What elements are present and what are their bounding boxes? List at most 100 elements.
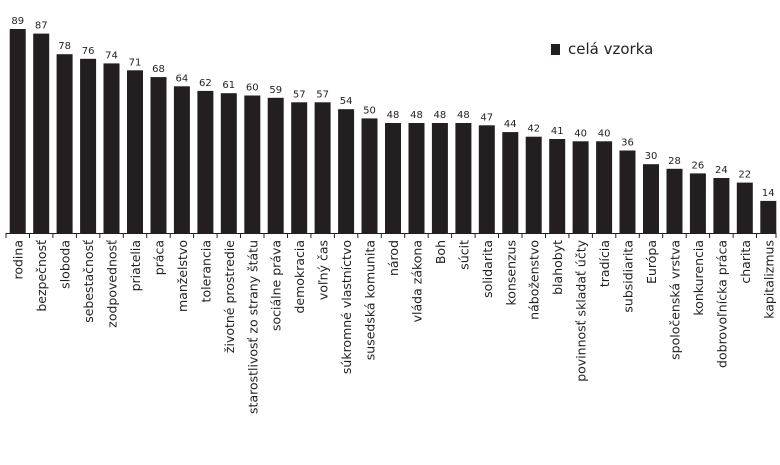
value-label: 68 [152, 64, 165, 75]
bar [713, 178, 730, 233]
value-label: 42 [527, 124, 540, 135]
category-label: tradícia [597, 240, 612, 287]
bar [689, 173, 706, 233]
bars-group [9, 29, 777, 234]
category-label: susedská komunita [363, 240, 378, 360]
category-label: povinnosť skladať účty [574, 239, 589, 381]
bar [431, 123, 448, 233]
category-label: charita [738, 240, 753, 284]
category-label: manželstvo [175, 240, 190, 312]
bar [385, 123, 401, 233]
category-label: demokracia [292, 240, 307, 314]
value-label: 47 [480, 112, 493, 123]
value-label: 36 [621, 138, 634, 149]
x-ticks-group [5, 233, 777, 238]
bar [549, 139, 566, 233]
value-label: 64 [176, 73, 189, 84]
bar [244, 95, 261, 233]
value-label: 57 [316, 89, 329, 100]
legend-swatch [551, 43, 560, 55]
bar [56, 54, 73, 234]
value-label: 22 [738, 170, 751, 181]
bar [173, 86, 190, 233]
bar [314, 102, 331, 233]
category-label: blahobyt [550, 240, 565, 295]
category-label: solidarita [480, 240, 495, 298]
value-label: 48 [434, 110, 447, 121]
value-label: 40 [574, 128, 587, 139]
value-label: 74 [105, 50, 118, 61]
category-label: vláda zákona [410, 240, 425, 322]
bar [80, 58, 97, 233]
category-label: priatelia [128, 240, 143, 291]
value-label: 44 [504, 119, 517, 130]
category-label: dobrovoľnícka práca [714, 240, 729, 368]
bar [220, 93, 237, 233]
bar [596, 141, 613, 233]
value-label: 26 [692, 160, 705, 171]
value-label: 89 [11, 16, 24, 27]
bar [267, 97, 284, 233]
value-label: 48 [410, 110, 423, 121]
bar [643, 164, 659, 233]
category-labels-group: rodina bezpečnosť sloboda sebestačnosť zodpo… [11, 239, 777, 414]
category-label: tolerancia [198, 240, 213, 302]
category-label: životné prostredie [222, 240, 237, 353]
bar [760, 200, 777, 233]
bar [525, 136, 542, 233]
bar [502, 132, 519, 233]
bar [127, 70, 143, 233]
value-label: 40 [598, 128, 611, 139]
value-label: 50 [363, 105, 376, 116]
bar [619, 150, 636, 233]
category-label: Európa [644, 240, 659, 284]
value-label: 41 [551, 126, 564, 137]
category-label: subsidiarita [621, 240, 636, 313]
bar [408, 123, 425, 233]
legend: celá vzorka [551, 40, 653, 58]
bar [103, 63, 120, 234]
value-label: 28 [668, 156, 681, 167]
bar [478, 125, 495, 233]
value-label: 30 [645, 151, 658, 162]
value-label: 59 [269, 85, 282, 96]
bar [361, 118, 378, 233]
category-label: konkurencia [691, 240, 706, 316]
value-label: 62 [199, 78, 212, 89]
bar [9, 29, 26, 233]
category-label: starostlivosť zo strany štátu [245, 240, 260, 414]
value-label: 48 [457, 110, 470, 121]
category-label: práca [152, 240, 167, 275]
bar [197, 90, 214, 234]
value-label: 87 [35, 21, 48, 32]
value-label: 24 [715, 165, 728, 176]
value-label: 14 [762, 188, 775, 199]
bar [455, 123, 472, 233]
category-label: Boh [433, 240, 448, 264]
value-labels-group: 89 87 78 76 74 71 68 64 62 61 60 59 57 57 54 50 48 48 48 48… [11, 16, 774, 199]
bar [666, 168, 683, 233]
category-label: súcit [456, 240, 471, 270]
value-label: 61 [222, 80, 235, 91]
category-label: náboženstvo [527, 240, 542, 320]
bar [572, 141, 589, 233]
bar [736, 182, 753, 233]
bar [150, 77, 167, 233]
value-label: 71 [129, 57, 142, 68]
value-label: 57 [293, 89, 306, 100]
category-label: sebestačnosť [81, 240, 96, 323]
value-label: 54 [340, 96, 353, 107]
category-label: sociálne práva [269, 240, 284, 331]
category-label: spoločenská vrstva [668, 240, 683, 360]
category-label: konsenzus [503, 240, 518, 306]
category-label: národ [386, 240, 401, 276]
category-label: rodina [11, 240, 26, 280]
legend-label: celá vzorka [568, 40, 654, 58]
value-label: 76 [82, 46, 95, 57]
bar [33, 33, 50, 233]
value-label: 48 [387, 110, 400, 121]
value-label: 60 [246, 83, 259, 94]
value-label: 78 [58, 41, 71, 52]
category-label: voľný čas [316, 240, 331, 300]
